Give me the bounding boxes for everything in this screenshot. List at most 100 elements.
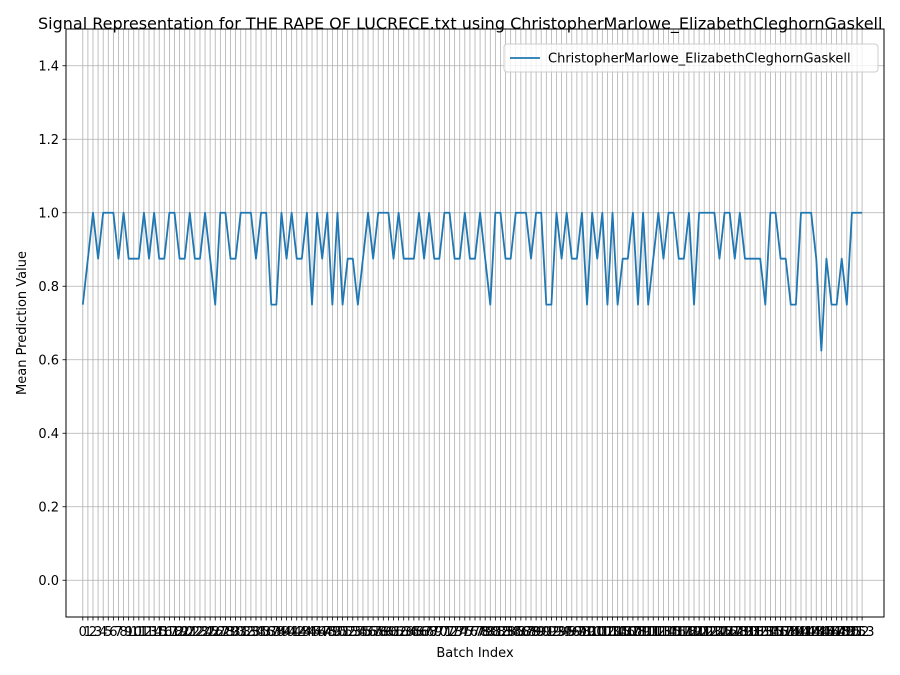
x-tick-label: 1 xyxy=(84,625,92,640)
x-tick-label: 55 xyxy=(355,625,372,640)
x-tick-label: 59 xyxy=(375,625,392,640)
chart-title: Signal Representation for THE RAPE OF LU… xyxy=(38,14,882,34)
x-tick-label: 146 xyxy=(814,625,839,640)
x-tick-label: 137 xyxy=(768,625,793,640)
x-tick-label: 122 xyxy=(692,625,717,640)
x-tick-label: 109 xyxy=(626,625,651,640)
x-tick-label: 130 xyxy=(733,625,758,640)
x-tick-label: 131 xyxy=(738,625,763,640)
x-tick-label: 24 xyxy=(197,625,214,640)
x-tick-label: 148 xyxy=(824,625,849,640)
x-tick-label: 21 xyxy=(181,625,198,640)
x-tick-label: 95 xyxy=(558,625,575,640)
x-tick-label: 118 xyxy=(671,625,696,640)
x-tick-label: 27 xyxy=(212,625,229,640)
x-tick-label: 18 xyxy=(166,625,183,640)
x-tick-label: 40 xyxy=(278,625,295,640)
legend-box xyxy=(503,43,879,73)
y-axis-ticks: 0.0 0.2 0.4 0.6 0.8 1.0 1.2 1.4 xyxy=(38,59,66,589)
x-tick-label: 11 xyxy=(131,625,148,640)
x-tick-label: 37 xyxy=(263,625,280,640)
grid-lines xyxy=(66,29,884,617)
x-tick-label: 42 xyxy=(288,625,305,640)
x-tick-label: 16 xyxy=(156,625,173,640)
y-tick-label: 0.0 xyxy=(38,574,59,589)
x-tick-label: 84 xyxy=(502,625,519,640)
x-tick-label: 26 xyxy=(207,625,224,640)
x-tick-label: 128 xyxy=(722,625,747,640)
x-tick-label: 125 xyxy=(707,625,732,640)
x-tick-label: 56 xyxy=(360,625,377,640)
x-tick-label: 85 xyxy=(507,625,524,640)
x-tick-label: 46 xyxy=(309,625,326,640)
x-tick-label: 22 xyxy=(187,625,204,640)
x-tick-label: 100 xyxy=(580,625,605,640)
x-tick-label: 129 xyxy=(727,625,752,640)
x-tick-label: 138 xyxy=(773,625,798,640)
series-line xyxy=(81,211,863,352)
x-tick-label: 12 xyxy=(136,625,153,640)
x-tick-label: 69 xyxy=(426,625,443,640)
x-tick-label: 124 xyxy=(702,625,727,640)
x-tick-label: 43 xyxy=(294,625,311,640)
y-axis-label: Mean Prediction Value xyxy=(15,251,30,395)
x-tick-label: 5 xyxy=(104,625,112,640)
x-tick-label: 147 xyxy=(819,625,844,640)
x-tick-label: 108 xyxy=(620,625,645,640)
x-tick-label: 81 xyxy=(487,625,504,640)
legend: ChristopherMarlowe_ElizabethCleghornGask… xyxy=(503,43,879,73)
x-tick-label: 3 xyxy=(94,625,102,640)
x-tick-label: 102 xyxy=(590,625,615,640)
x-tick-label: 47 xyxy=(314,625,331,640)
x-tick-label: 92 xyxy=(543,625,560,640)
x-tick-label: 96 xyxy=(564,625,581,640)
x-tick-label: 10 xyxy=(125,625,142,640)
y-tick-label: 1.4 xyxy=(38,59,59,74)
x-tick-label: 17 xyxy=(161,625,178,640)
x-tick-label: 72 xyxy=(441,625,458,640)
x-tick-label: 70 xyxy=(431,625,448,640)
x-tick-label: 88 xyxy=(523,625,540,640)
x-tick-label: 14 xyxy=(146,625,163,640)
x-tick-label: 75 xyxy=(457,625,474,640)
x-tick-label: 114 xyxy=(651,625,676,640)
x-tick-label: 50 xyxy=(329,625,346,640)
x-tick-label: 48 xyxy=(319,625,336,640)
x-tick-label: 99 xyxy=(579,625,596,640)
x-tick-label: 77 xyxy=(467,625,484,640)
x-tick-label: 111 xyxy=(636,625,661,640)
x-tick-label: 78 xyxy=(472,625,489,640)
x-tick-label: 120 xyxy=(682,625,707,640)
series-lines xyxy=(81,211,863,352)
x-tick-label: 139 xyxy=(778,625,803,640)
x-tick-label: 6 xyxy=(109,625,117,640)
x-tick-label: 41 xyxy=(283,625,300,640)
x-tick-label: 4 xyxy=(99,625,107,640)
y-tick-label: 0.6 xyxy=(38,353,59,368)
x-tick-label: 150 xyxy=(834,625,859,640)
x-tick-label: 30 xyxy=(227,625,244,640)
legend-entry-label: ChristopherMarlowe_ElizabethCleghornGask… xyxy=(548,52,851,67)
x-tick-label: 63 xyxy=(395,625,412,640)
x-tick-label: 36 xyxy=(258,625,275,640)
x-tick-label: 76 xyxy=(462,625,479,640)
x-tick-label: 58 xyxy=(370,625,387,640)
x-tick-label: 89 xyxy=(528,625,545,640)
x-tick-label: 133 xyxy=(748,625,773,640)
x-tick-label: 112 xyxy=(641,625,666,640)
y-tick-label: 0.8 xyxy=(38,280,59,295)
x-tick-label: 49 xyxy=(324,625,341,640)
x-tick-label: 38 xyxy=(268,625,285,640)
x-tick-label: 83 xyxy=(497,625,514,640)
x-tick-label: 20 xyxy=(176,625,193,640)
x-tick-label: 62 xyxy=(390,625,407,640)
x-tick-label: 145 xyxy=(809,625,834,640)
x-tick-label: 23 xyxy=(192,625,209,640)
x-tick-label: 53 xyxy=(344,625,361,640)
x-tick-label: 64 xyxy=(401,625,418,640)
x-tick-label: 67 xyxy=(416,625,433,640)
x-tick-label: 142 xyxy=(794,625,819,640)
x-tick-label: 101 xyxy=(585,625,610,640)
x-tick-label: 65 xyxy=(406,625,423,640)
